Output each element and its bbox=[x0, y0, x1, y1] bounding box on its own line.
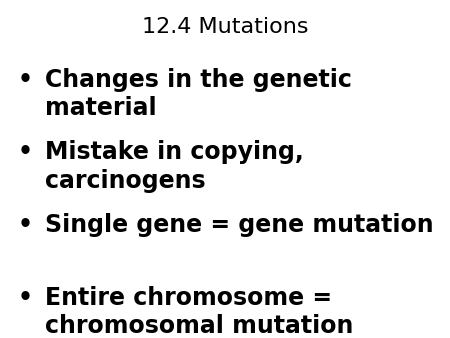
Text: •: • bbox=[17, 140, 32, 164]
Text: •: • bbox=[17, 213, 32, 237]
Text: 12.4 Mutations: 12.4 Mutations bbox=[142, 17, 308, 37]
Text: Entire chromosome =
chromosomal mutation: Entire chromosome = chromosomal mutation bbox=[45, 286, 353, 338]
Text: Single gene = gene mutation: Single gene = gene mutation bbox=[45, 213, 434, 237]
Text: Changes in the genetic
material: Changes in the genetic material bbox=[45, 68, 352, 120]
Text: •: • bbox=[17, 286, 32, 310]
Text: •: • bbox=[17, 68, 32, 92]
Text: Mistake in copying,
carcinogens: Mistake in copying, carcinogens bbox=[45, 140, 304, 193]
